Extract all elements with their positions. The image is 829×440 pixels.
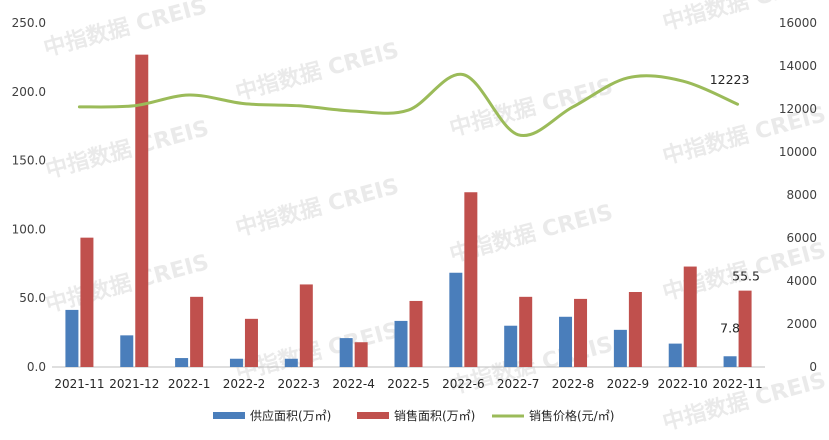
supply-bar — [613, 329, 627, 367]
sales-area-bar — [135, 54, 149, 367]
watermark-text: 中指数据 CREIS — [447, 73, 616, 142]
data-labels: 7.8 55.5 12223 — [710, 72, 760, 335]
price-line — [77, 73, 740, 138]
left-y-tick-label: 0.0 — [27, 360, 46, 374]
supply-bar — [120, 335, 134, 367]
sales-area-bar — [354, 342, 368, 367]
x-tick-label: 2022-5 — [387, 377, 430, 391]
x-tick-label: 2022-3 — [278, 377, 321, 391]
supply-bar — [339, 338, 353, 367]
right-y-tick-label: 2000 — [786, 317, 817, 331]
bars — [65, 54, 752, 367]
supply-bar — [229, 358, 243, 367]
watermarks: 中指数据 CREIS 中指数据 CREIS 中指数据 CREIS 中指数据 CREIS… — [41, 0, 829, 436]
data-label: 55.5 — [732, 269, 760, 284]
supply-bar — [723, 356, 737, 367]
x-tick-label: 2022-10 — [658, 377, 708, 391]
left-y-tick-label: 250.0 — [12, 16, 46, 30]
sales-area-bar — [244, 318, 258, 367]
watermark-text: 中指数据 CREIS — [41, 0, 210, 62]
x-tick-label: 2022-8 — [552, 377, 595, 391]
right-y-axis: 0 2000 4000 6000 8000 10000 12000 14000 16000 — [779, 16, 817, 374]
right-y-tick-label: 4000 — [786, 274, 817, 288]
left-y-tick-label: 50.0 — [19, 291, 46, 305]
legend: 供应面积(万㎡) 销售面积(万㎡) 销售价格(元/㎡) — [213, 408, 614, 423]
watermark-text: 中指数据 CREIS — [233, 317, 402, 386]
right-y-tick-label: 6000 — [786, 231, 817, 245]
sales-area-bar — [464, 192, 478, 367]
legend-price: 销售价格(元/㎡) — [492, 408, 614, 423]
sales-area-bar — [574, 298, 588, 367]
watermark-text: 中指数据 CREIS — [233, 37, 402, 106]
sales-area-bar — [738, 290, 752, 367]
sales-area-bar — [299, 284, 313, 367]
right-y-tick-label: 16000 — [779, 16, 817, 30]
sales-area-bar — [683, 266, 697, 367]
supply-bar — [668, 343, 682, 367]
sales-area-bar — [519, 296, 533, 367]
x-tick-label: 2022-6 — [442, 377, 485, 391]
x-tick-label: 2022-4 — [332, 377, 375, 391]
right-y-tick-label: 10000 — [779, 145, 817, 159]
supply-bar — [284, 358, 298, 367]
x-axis: 2021-11 2021-12 2022-1 2022-2 2022-3 2022-4 20… — [52, 366, 765, 391]
supply-bar — [559, 316, 573, 367]
watermark-text: 中指数据 CREIS — [233, 173, 402, 242]
left-y-tick-label: 200.0 — [12, 85, 46, 99]
data-label: 7.8 — [720, 320, 740, 335]
left-y-tick-label: 100.0 — [12, 222, 46, 236]
legend-sales-area: 销售面积(万㎡) — [357, 408, 475, 423]
right-y-tick-label: 12000 — [779, 102, 817, 116]
sales-area-bar — [80, 237, 94, 367]
legend-price-label: 销售价格(元/㎡) — [529, 408, 614, 423]
price-line-path — [77, 73, 740, 138]
supply-bar — [65, 309, 79, 367]
watermark-text: 中指数据 CREIS — [43, 249, 212, 318]
x-tick-label: 2022-7 — [497, 377, 540, 391]
supply-bar — [449, 272, 463, 367]
legend-supply: 供应面积(万㎡) — [213, 408, 331, 423]
sales-area-bar — [190, 296, 204, 367]
left-y-tick-label: 150.0 — [12, 154, 46, 168]
sales-area-bar — [628, 292, 642, 367]
right-y-tick-label: 14000 — [779, 59, 817, 73]
left-y-axis: 0.0 50.0 100.0 150.0 200.0 250.0 — [12, 16, 46, 374]
sales-area-bar — [409, 300, 423, 367]
watermark-text: 中指数据 CREIS — [43, 115, 212, 184]
legend-sales-area-swatch — [357, 412, 389, 419]
x-tick-label: 2021-12 — [109, 377, 159, 391]
supply-bar — [394, 320, 408, 367]
x-tick-label: 2022-2 — [223, 377, 266, 391]
right-y-tick-label: 8000 — [786, 188, 817, 202]
legend-sales-area-label: 销售面积(万㎡) — [394, 408, 475, 423]
data-label: 12223 — [710, 72, 750, 87]
x-tick-label: 2022-1 — [168, 377, 211, 391]
supply-bar — [175, 358, 189, 367]
legend-supply-label: 供应面积(万㎡) — [250, 408, 331, 423]
supply-bar — [504, 325, 518, 367]
x-tick-label: 2022-11 — [713, 377, 763, 391]
right-y-tick-label: 0 — [809, 360, 817, 374]
x-tick-label: 2021-11 — [54, 377, 104, 391]
x-tick-label: 2022-9 — [607, 377, 650, 391]
legend-supply-swatch — [213, 412, 245, 419]
